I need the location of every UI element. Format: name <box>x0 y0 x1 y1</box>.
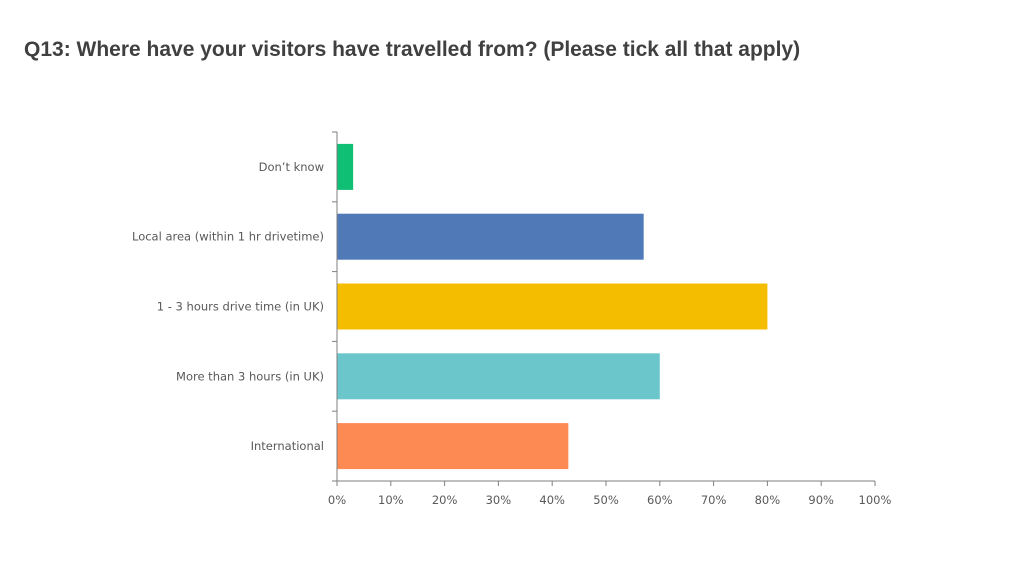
bars-layer <box>337 143 768 470</box>
x-tick-label-8: 80% <box>755 493 781 507</box>
category-labels: Don’t know Local area (within 1 hr drivet… <box>132 160 324 453</box>
category-label-1: Local area (within 1 hr drivetime) <box>132 230 324 244</box>
axes <box>332 131 876 486</box>
x-tick-label-3: 30% <box>486 493 512 507</box>
x-tick-label-6: 60% <box>647 493 673 507</box>
category-label-0: Don’t know <box>259 160 324 174</box>
category-label-2: 1 - 3 hours drive time (in UK) <box>157 300 324 314</box>
x-tick-label-5: 50% <box>593 493 619 507</box>
x-tick-label-0: 0% <box>328 493 346 507</box>
x-tick-label-4: 40% <box>539 493 565 507</box>
x-tick-label-7: 70% <box>701 493 727 507</box>
page-title: Q13: Where have your visitors have trave… <box>24 38 801 61</box>
x-tick-label-1: 10% <box>378 493 404 507</box>
x-tick-label-9: 90% <box>808 493 834 507</box>
bar-3 <box>337 353 660 400</box>
category-label-3: More than 3 hours (in UK) <box>176 369 324 383</box>
bar-4 <box>337 423 569 470</box>
x-tick-label-2: 20% <box>432 493 458 507</box>
bar-2 <box>337 283 768 330</box>
x-tick-label-10: 100% <box>859 493 892 507</box>
bar-1 <box>337 213 644 260</box>
category-label-4: International <box>251 439 324 453</box>
x-tick-labels: 0% 10% 20% 30% 40% 50% 60% 70% 80% 90% 100% <box>328 493 892 507</box>
bar-0 <box>337 143 354 190</box>
